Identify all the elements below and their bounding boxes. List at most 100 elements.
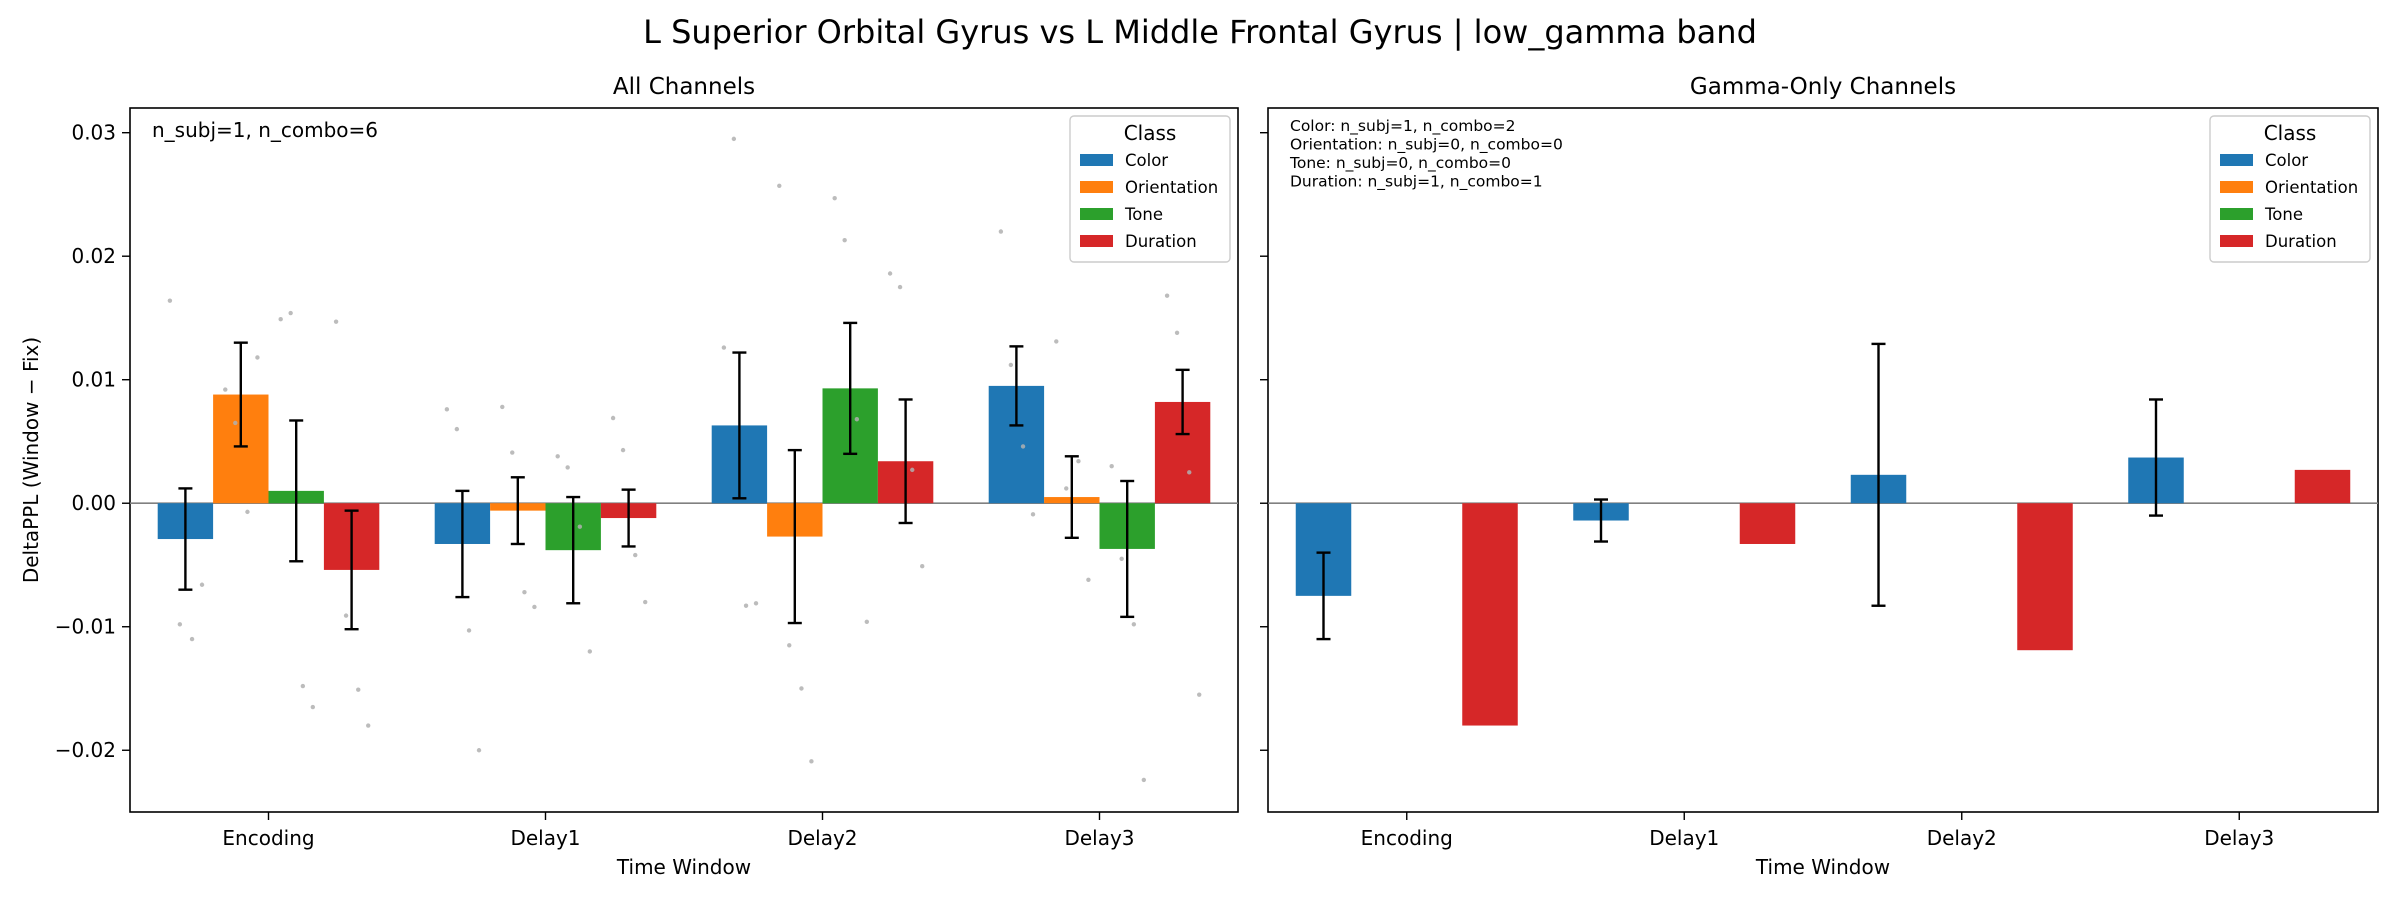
data-point: [565, 465, 570, 470]
data-point: [255, 355, 260, 360]
bar-gamma-only-duration-delay3: [2294, 469, 2351, 504]
data-point: [743, 603, 749, 608]
x-tick-label-delay3: Delay3: [1064, 826, 1134, 850]
x-tick-label-encoding: Encoding: [222, 826, 314, 850]
data-point: [288, 310, 293, 316]
axes-frame: [1267, 107, 2379, 813]
error-bar-all-channels-color-encoding: [178, 487, 193, 591]
legend-swatch-tone: [1080, 208, 1113, 220]
data-point: [887, 271, 893, 276]
axes-frame: [129, 107, 1239, 813]
x-tick-label-delay1: Delay1: [510, 826, 580, 850]
data-point: [998, 229, 1004, 234]
error-bar-all-channels-orientation-delay3: [1064, 455, 1079, 540]
legend-swatch-duration: [1080, 235, 1113, 247]
data-point: [610, 415, 616, 421]
data-point: [1020, 444, 1026, 449]
data-point: [300, 683, 306, 689]
data-point: [587, 649, 593, 654]
data-point: [1030, 512, 1036, 517]
data-point: [1187, 470, 1192, 475]
data-point: [466, 628, 472, 633]
legend-frame: [2209, 115, 2371, 263]
data-point: [1174, 330, 1180, 335]
legend-label-color: Color: [2265, 151, 2308, 170]
figure-suptitle: L Superior Orbital Gyrus vs L Middle Fro…: [643, 13, 1757, 51]
legend-label-color: Color: [1125, 151, 1168, 170]
y-tick-label: 0.01: [71, 368, 116, 392]
data-point: [809, 759, 814, 764]
data-point: [310, 704, 316, 710]
data-point: [1086, 577, 1091, 583]
data-point: [167, 298, 173, 303]
x-tick-label-encoding: Encoding: [1361, 826, 1453, 850]
data-point: [476, 748, 482, 753]
legend-label-tone: Tone: [2264, 205, 2303, 224]
data-point: [278, 317, 283, 322]
x-tick-label-delay1: Delay1: [1649, 826, 1719, 850]
legend-label-duration: Duration: [1125, 232, 1197, 251]
legend-swatch-duration: [2220, 235, 2253, 247]
legend-swatch-tone: [2220, 208, 2253, 220]
annotation-line: Tone: n_subj=0, n_combo=0: [1289, 154, 1511, 173]
legend-label-tone: Tone: [1124, 205, 1163, 224]
x-tick-label-delay2: Delay2: [787, 826, 857, 850]
data-point: [177, 622, 183, 627]
bar-gamma-only-duration-delay2: [2017, 503, 2073, 651]
data-point: [500, 404, 505, 410]
data-point: [910, 467, 915, 473]
annotation-text: n_subj=1, n_combo=6: [152, 118, 378, 142]
error-bar-all-channels-duration-delay2: [898, 398, 913, 525]
error-bar-all-channels-tone-encoding: [289, 419, 304, 563]
y-tick-label: 0.02: [71, 244, 116, 268]
error-bar-all-channels-duration-encoding: [344, 509, 359, 631]
x-axis-label: Time Window: [616, 855, 751, 879]
data-point: [721, 345, 727, 350]
panel-all-channels: All Channels −0.02 −0.01 0.00 0.01 0.02 0.03 De…: [19, 74, 1239, 879]
error-bar-gamma-only-color-delay3: [2149, 398, 2163, 517]
data-point: [897, 284, 903, 290]
legend-label-duration: Duration: [2265, 232, 2337, 251]
data-point: [1076, 459, 1081, 464]
data-point: [1109, 463, 1114, 469]
data-point: [864, 619, 870, 624]
error-bar-gamma-only-color-delay1: [1594, 498, 1608, 543]
legend: Class Color Orientation Tone Duration: [1069, 115, 1231, 263]
data-point: [1054, 339, 1059, 344]
data-point: [555, 454, 560, 459]
bar-gamma-only-duration-delay1: [1739, 503, 1796, 544]
error-bar-all-channels-orientation-encoding: [233, 341, 248, 448]
data-point: [1197, 692, 1202, 697]
data-point: [633, 552, 638, 558]
y-tick-label: −0.01: [55, 615, 116, 639]
legend-swatch-orientation: [1080, 181, 1113, 193]
data-point: [799, 686, 804, 691]
legend: Class Color Orientation Tone Duration: [2209, 115, 2371, 263]
legend-label-orientation: Orientation: [2265, 178, 2358, 197]
data-point: [753, 601, 759, 606]
legend-swatch-orientation: [2220, 181, 2253, 193]
error-bar-all-channels-orientation-delay2: [787, 448, 802, 625]
data-point: [854, 417, 860, 422]
legend-label-orientation: Orientation: [1125, 178, 1218, 197]
annotation-line: Duration: n_subj=1, n_combo=1: [1290, 173, 1543, 192]
bar-gamma-only-duration-encoding: [1462, 503, 1518, 726]
panel-title: All Channels: [613, 74, 755, 100]
data-point: [510, 450, 515, 455]
data-point: [1119, 556, 1124, 562]
data-point: [532, 604, 537, 610]
error-bar-all-channels-tone-delay2: [843, 321, 858, 456]
data-point: [366, 723, 371, 728]
panel-title: Gamma-Only Channels: [1690, 74, 1956, 100]
error-bar-all-channels-orientation-delay1: [510, 476, 525, 546]
data-point: [1131, 622, 1137, 627]
data-point: [245, 509, 250, 515]
data-point: [1141, 777, 1147, 783]
annotation-line: Orientation: n_subj=0, n_combo=0: [1290, 136, 1563, 155]
legend-swatch-color: [1080, 154, 1113, 166]
error-bar-all-channels-tone-delay3: [1120, 479, 1135, 619]
error-bar-gamma-only-color-delay2: [1871, 342, 1886, 607]
data-point: [1008, 362, 1014, 368]
data-point: [643, 599, 648, 605]
